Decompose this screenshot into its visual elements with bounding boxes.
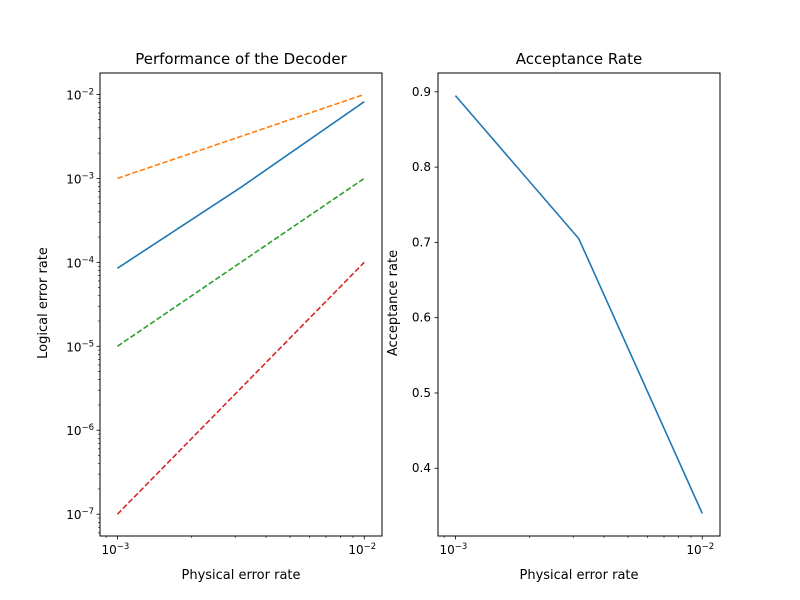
series-line-1 <box>454 95 703 514</box>
x-tick-label: 10−2 <box>348 542 376 557</box>
decoder-performance-plot: Performance of the Decoder Physical erro… <box>36 50 383 583</box>
y-tick-label: 0.4 <box>412 461 431 475</box>
y-axis-label: Acceptance rate <box>386 250 401 356</box>
y-tick-label: 10−7 <box>66 507 94 522</box>
y-tick-label: 0.6 <box>412 311 431 325</box>
axes-frame <box>99 72 383 537</box>
series-layer <box>116 93 365 515</box>
chart-title: Acceptance Rate <box>516 50 642 68</box>
series-line-3 <box>116 177 365 347</box>
x-axis-label: Physical error rate <box>181 568 300 583</box>
y-tick-label: 0.5 <box>412 386 431 400</box>
y-tick-label: 0.9 <box>412 85 431 99</box>
y-tick-label: 10−3 <box>66 171 94 186</box>
chart-title: Performance of the Decoder <box>135 50 347 68</box>
y-tick-label: 0.7 <box>412 235 431 249</box>
series-line-2 <box>117 93 365 180</box>
ticks-layer: 10−3 10−2 0.4 0.5 0.6 0.7 0.8 0.9 <box>412 85 714 557</box>
x-axis-label: Physical error rate <box>519 568 638 583</box>
x-tick-label: 10−2 <box>686 542 714 557</box>
y-tick-label: 10−4 <box>66 255 94 270</box>
x-tick-label: 10−3 <box>102 542 130 557</box>
acceptance-rate-plot: Acceptance Rate Physical error rate Acce… <box>386 50 721 583</box>
y-axis-label: Logical error rate <box>36 247 51 359</box>
axes-frame <box>437 72 721 537</box>
y-tick-label: 10−6 <box>66 423 94 438</box>
ticks-layer: 10−3 10−2 10−7 10−6 10−5 10−4 10−3 10−2 <box>66 87 376 557</box>
y-tick-label: 10−2 <box>66 87 94 102</box>
series-line-1 <box>116 101 365 269</box>
y-tick-label: 0.8 <box>412 160 431 174</box>
y-tick-label: 10−5 <box>66 339 94 354</box>
series-line-4 <box>116 261 365 515</box>
series-layer <box>454 95 703 514</box>
x-tick-label: 10−3 <box>440 542 468 557</box>
